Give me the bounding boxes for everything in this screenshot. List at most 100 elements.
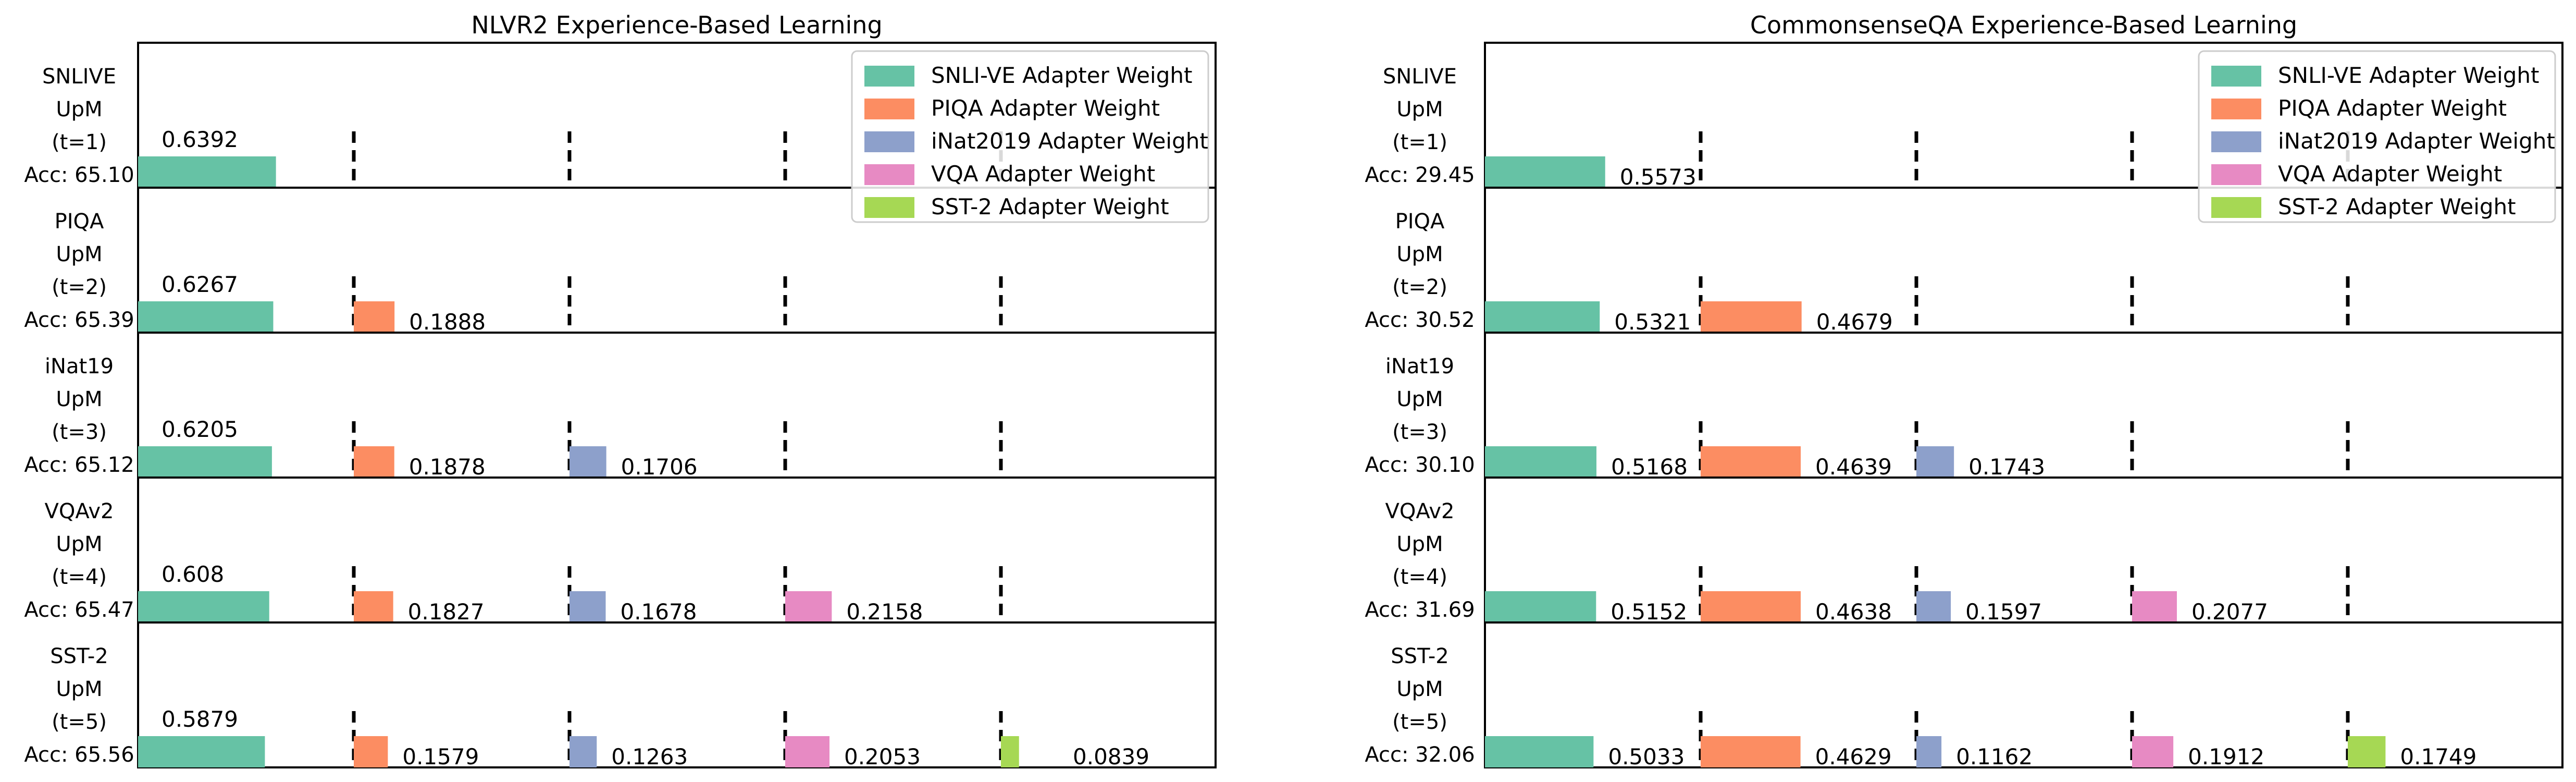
bar-value-label: 0.1162 [1956,744,2033,769]
row-label-line: (t=3) [1392,420,1447,444]
bar-vqa [785,736,829,767]
row-label-line: (t=2) [1392,275,1447,299]
bar-snli-ve [138,736,265,767]
row-label-line: UpM [1396,677,1443,701]
row-label-line: (t=5) [52,710,107,734]
row-label-line: UpM [56,97,102,121]
legend-swatch-piqa [864,99,914,119]
row-label-line: UpM [1396,242,1443,266]
legend-label: SNLI-VE Adapter Weight [931,63,1192,88]
bar-value-label: 0.5033 [1608,744,1685,769]
row-label-line: Acc: 30.10 [1365,453,1475,477]
bar-snli-ve [138,591,269,622]
bar-value-label: 0.5879 [162,706,238,732]
bar-value-label: 0.1678 [620,599,697,625]
row-label-line: Acc: 65.10 [24,163,134,187]
bar-value-label: 0.2053 [844,744,921,769]
legend-swatch-vqa [864,164,914,185]
bar-value-label: 0.1743 [1968,454,2045,480]
legend-swatch-inat2019 [2211,131,2261,152]
row-label-line: iNat19 [1385,355,1454,378]
bar-piqa [1701,301,1802,333]
bar-snli-ve [138,301,274,333]
row-label-line: Acc: 65.39 [24,308,134,332]
legend-swatch-inat2019 [864,131,914,152]
bar-value-label: 0.5573 [1620,164,1696,190]
row-label-line: (t=2) [52,275,107,299]
bar-value-label: 0.4638 [1815,599,1892,625]
row-label-line: PIQA [1395,210,1445,234]
bar-vqa [785,591,832,622]
bar-value-label: 0.1597 [1965,599,2042,625]
bar-piqa [1701,446,1801,478]
row-label-line: (t=1) [1392,130,1447,154]
bar-value-label: 0.1706 [621,454,698,480]
bar-snli-ve [1485,301,1600,333]
row-label-line: Acc: 32.06 [1365,743,1475,767]
row-label-line: UpM [56,242,102,266]
bar-value-label: 0.1888 [409,309,486,335]
legend-swatch-piqa [2211,99,2261,119]
row-label-line: Acc: 30.52 [1365,308,1475,332]
row-label-line: (t=4) [1392,565,1447,589]
row-label-line: iNat19 [45,355,114,378]
bar-value-label: 0.6205 [162,417,238,442]
row-label-line: SST-2 [50,644,108,668]
bar-value-label: 0.2077 [2191,599,2268,625]
row-label-line: SST-2 [1391,644,1448,668]
bar-vqa [2132,591,2177,622]
bar-inat2019 [1916,736,1942,767]
bar-snli-ve [1485,156,1605,188]
row-label-line: (t=5) [1392,710,1447,734]
bar-value-label: 0.5168 [1611,454,1688,480]
row-label-line: SNLIVE [1383,65,1457,89]
legend-swatch-vqa [2211,164,2261,185]
bar-value-label: 0.4639 [1815,454,1892,480]
bar-vqa [2132,736,2174,767]
row-label-line: SNLIVE [42,65,116,89]
bar-value-label: 0.4629 [1815,744,1892,769]
legend-label: SST-2 Adapter Weight [931,194,1169,219]
bar-inat2019 [1916,446,1954,478]
row-label-line: Acc: 31.69 [1365,598,1475,622]
row-label-line: UpM [56,532,102,556]
bar-piqa [354,446,394,478]
bar-snli-ve [1485,736,1594,767]
bar-value-label: 0.1878 [409,454,486,480]
legend-label: iNat2019 Adapter Weight [931,128,1208,154]
bar-value-label: 0.1827 [408,599,485,625]
legend-swatch-sst-2 [2211,197,2261,218]
subplot-frame [137,621,1217,768]
bar-inat2019 [569,446,606,478]
bar-value-label: 0.608 [162,561,224,587]
row-label-line: Acc: 65.56 [24,743,134,767]
bar-snli-ve [1485,591,1596,622]
bar-inat2019 [569,736,597,767]
bar-inat2019 [569,591,606,622]
legend-label: iNat2019 Adapter Weight [2278,128,2555,154]
legend-label: VQA Adapter Weight [931,161,1155,187]
legend-box [851,50,1209,223]
bar-snli-ve [138,446,272,478]
bar-value-label: 0.1263 [611,744,688,769]
subplot-frame [1484,621,2563,768]
legend-label: VQA Adapter Weight [2278,161,2502,187]
legend-swatch-sst-2 [864,197,914,218]
row-label-line: UpM [1396,532,1443,556]
legend-swatch-snli-ve [864,66,914,87]
bar-sst-2 [2348,736,2386,767]
legend-label: PIQA Adapter Weight [931,95,1160,121]
bar-value-label: 0.1912 [2188,744,2264,769]
legend-box [2198,50,2556,223]
row-label-line: PIQA [55,210,104,234]
bar-value-label: 0.4679 [1816,309,1893,335]
row-label-line: VQAv2 [45,499,114,523]
bar-snli-ve [1485,446,1596,478]
bar-value-label: 0.5321 [1614,309,1691,335]
row-label-line: UpM [1396,387,1443,411]
row-label-line: Acc: 65.12 [24,453,134,477]
bar-value-label: 0.1579 [402,744,479,769]
bar-value-label: 0.5152 [1611,599,1687,625]
row-label-line: Acc: 29.45 [1365,163,1475,187]
